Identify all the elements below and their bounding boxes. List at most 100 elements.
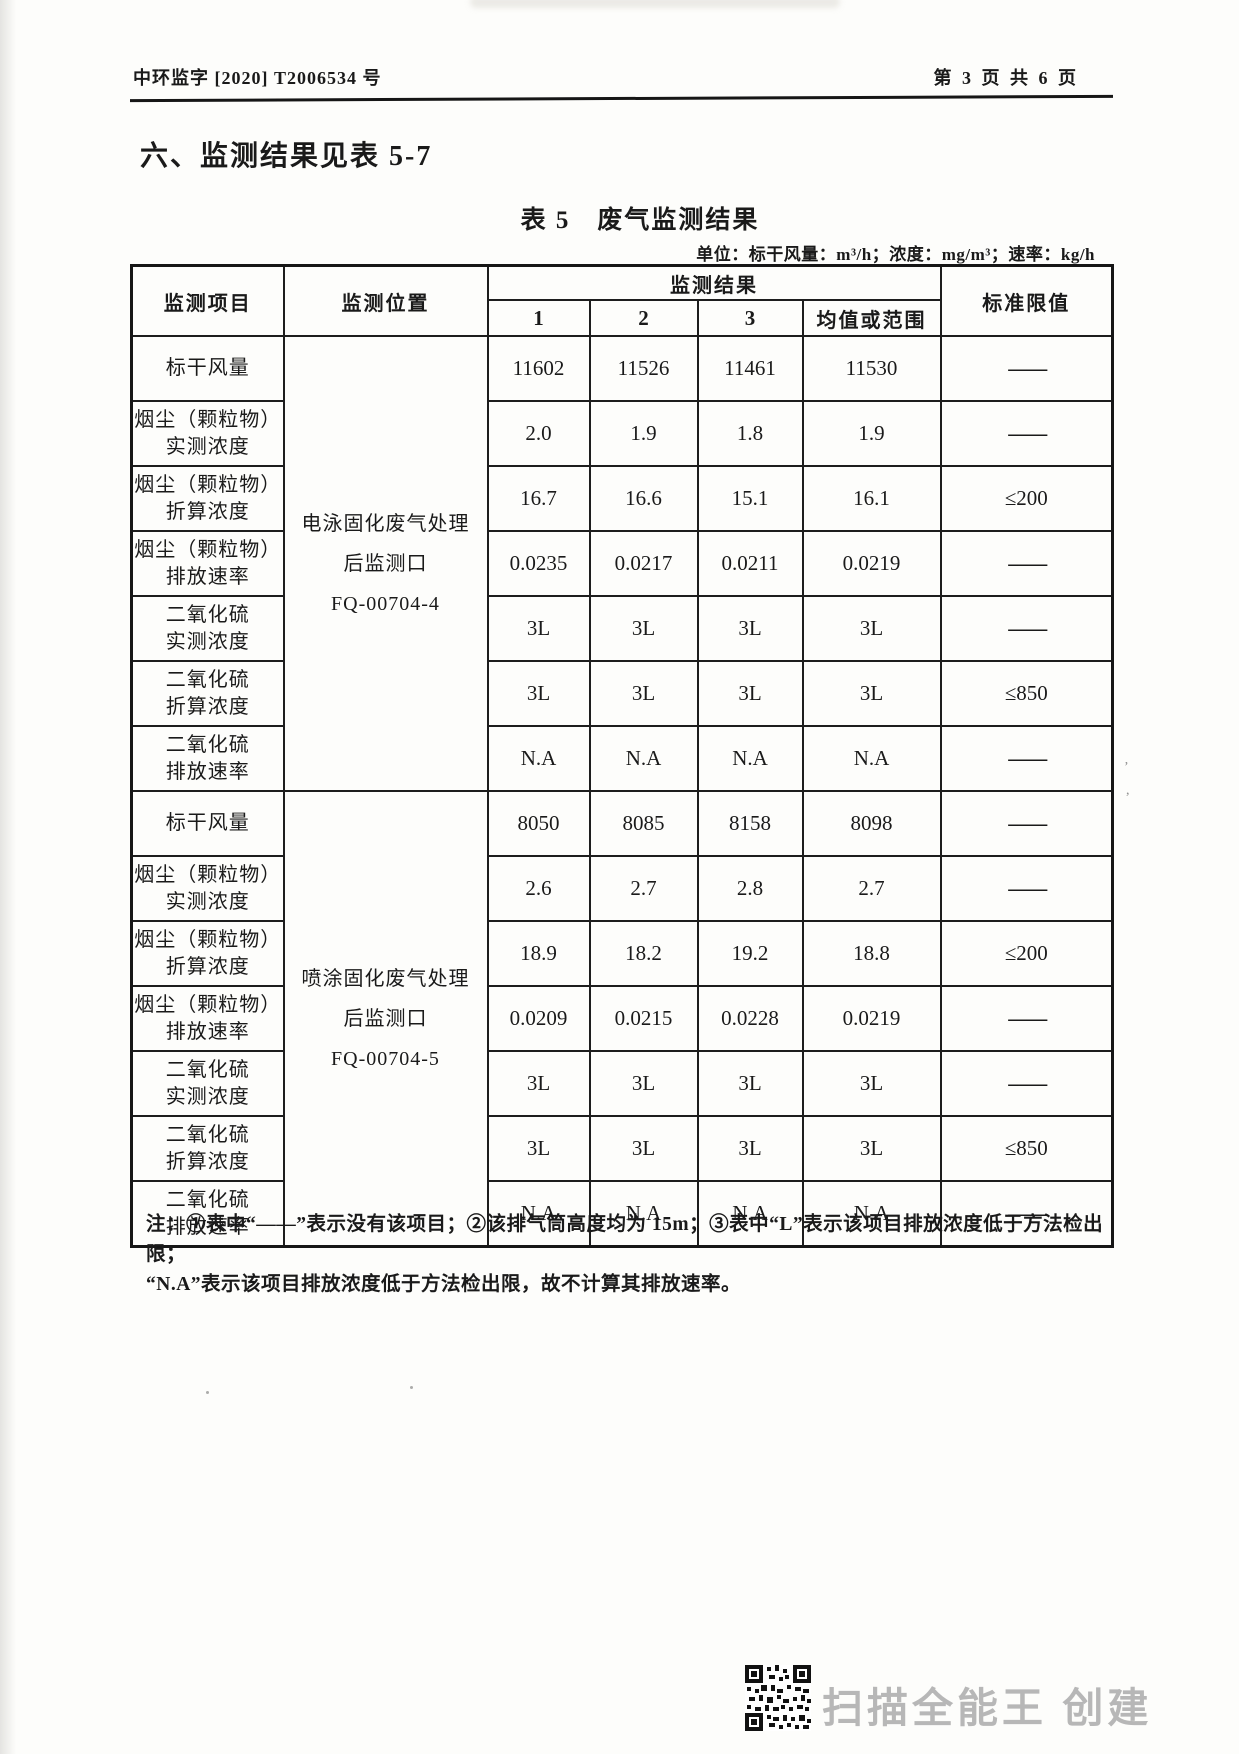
result-value-cell: 3L (696, 595, 804, 662)
note-line-1: 注：①表中“——”表示没有该项目；②该排气筒高度均为 15m；③表中“L”表示该… (146, 1214, 1104, 1265)
result-value-cell: 0.0219 (801, 530, 942, 597)
scan-speck: , (1126, 783, 1130, 798)
location-cell: 喷涂固化废气处理 后监测口 FQ-00704-5 (282, 790, 489, 1248)
table-row: 标干风量 喷涂固化废气处理 后监测口 FQ-00704-5 8050 8085 8158 80… (130, 790, 1114, 1248)
result-value-cell: 3L (696, 1115, 804, 1182)
result-value-cell: N.A (801, 725, 942, 792)
result-value-cell: 8085 (588, 790, 699, 857)
col-header-sample-1: 1 (486, 299, 591, 337)
result-value-cell: 0.0209 (486, 985, 591, 1052)
watermark-text: 扫描全能王 创建 (822, 1685, 1153, 1731)
result-value-cell: 3L (486, 595, 591, 662)
result-value-cell: 3L (696, 660, 804, 727)
result-value-cell: 3L (486, 660, 591, 727)
result-value-cell: 18.8 (801, 920, 942, 987)
result-value-cell: 16.6 (588, 465, 699, 532)
table-row: 二氧化硫 折算浓度 3L 3L 3L 3L ≤850 (130, 660, 1114, 727)
result-value-cell: 0.0235 (486, 530, 591, 597)
units-line: 单位：标干风量：m³/h；浓度：mg/m³；速率：kg/h (696, 245, 1095, 264)
table-row: 烟尘（颗粒物） 实测浓度 2.0 1.9 1.8 1.9 —— (130, 400, 1114, 467)
result-value-cell: 3L (486, 1115, 591, 1182)
scan-edge-shadow (0, 0, 16, 1754)
result-value-cell: 0.0228 (696, 985, 804, 1052)
limit-value-cell: ≤850 (939, 1115, 1114, 1182)
result-value-cell: 3L (486, 1050, 591, 1117)
result-value-cell: N.A (696, 1180, 804, 1248)
result-value-cell: 11461 (696, 335, 804, 402)
section-heading: 六、监测结果见表 5-7 (140, 141, 433, 172)
result-value-cell: 3L (801, 1050, 942, 1117)
result-value-cell: 11602 (486, 335, 591, 402)
table-title: 表 5 废气监测结果 (520, 207, 760, 234)
result-value-cell: 11530 (801, 335, 942, 402)
table-notes: 注：①表中“——”表示没有该项目；②该排气筒高度均为 15m；③表中“L”表示该… (146, 1210, 1136, 1300)
location-cell: 电泳固化废气处理 后监测口 FQ-00704-4 (282, 335, 489, 792)
col-header-results: 监测结果 (486, 264, 942, 301)
table-row: 烟尘（颗粒物） 实测浓度 2.6 2.7 2.8 2.7 —— (130, 855, 1114, 922)
scan-speck: ’ (1124, 760, 1129, 775)
item-label-cell: 烟尘（颗粒物） 排放速率 (130, 530, 285, 597)
result-value-cell: 2.0 (486, 400, 591, 467)
result-value-cell: N.A (588, 1180, 699, 1248)
limit-value-cell: —— (939, 1050, 1114, 1117)
item-label-cell: 二氧化硫 实测浓度 (130, 1050, 285, 1117)
result-value-cell: 2.7 (801, 855, 942, 922)
result-value-cell: 3L (801, 1115, 942, 1182)
result-value-cell: 1.9 (588, 400, 699, 467)
table-row: 二氧化硫 实测浓度 3L 3L 3L 3L —— (130, 595, 1114, 662)
result-value-cell: 0.0215 (588, 985, 699, 1052)
table-body: 标干风量 电泳固化废气处理 后监测口 FQ-00704-4 11602 11526 1146… (130, 335, 1114, 1248)
limit-value-cell: ≤200 (939, 465, 1114, 532)
result-value-cell: N.A (588, 725, 699, 792)
result-value-cell: 18.2 (588, 920, 699, 987)
table-header-row-1: 监测项目 监测位置 监测结果 标准限值 (130, 264, 1114, 337)
table-row: 二氧化硫 排放速率 N.A N.A N.A N.A —— (130, 725, 1114, 792)
result-value-cell: 3L (588, 1050, 699, 1117)
table-row: 二氧化硫 实测浓度 3L 3L 3L 3L —— (130, 1050, 1114, 1117)
item-label-cell: 二氧化硫 排放速率 (130, 1180, 285, 1248)
item-label-cell: 标干风量 (130, 335, 285, 402)
result-value-cell: N.A (486, 1180, 591, 1248)
scan-speck (410, 1386, 413, 1389)
result-value-cell: 15.1 (696, 465, 804, 532)
result-value-cell: 8158 (696, 790, 804, 857)
item-label-cell: 二氧化硫 实测浓度 (130, 595, 285, 662)
result-value-cell: 3L (588, 1115, 699, 1182)
item-label-cell: 烟尘（颗粒物） 实测浓度 (130, 400, 285, 467)
result-value-cell: 18.9 (486, 920, 591, 987)
col-header-mean: 均值或范围 (801, 299, 942, 337)
col-header-sample-2: 2 (588, 299, 699, 337)
header-rule (129, 94, 1114, 103)
table-row: 标干风量 电泳固化废气处理 后监测口 FQ-00704-4 11602 11526 1146… (130, 335, 1114, 792)
result-value-cell: 8098 (801, 790, 942, 857)
qr-code-icon (745, 1665, 811, 1731)
limit-value-cell: ≤850 (939, 660, 1114, 727)
limit-value-cell: —— (939, 1180, 1114, 1248)
page-indicator: 第 3 页 共 6 页 (933, 68, 1079, 88)
result-value-cell: 3L (801, 595, 942, 662)
table-row: 烟尘（颗粒物） 排放速率 0.0235 0.0217 0.0211 0.0219 —— (130, 530, 1114, 597)
col-header-sample-3: 3 (696, 299, 804, 337)
item-label-cell: 二氧化硫 折算浓度 (130, 1115, 285, 1182)
scan-speck (206, 1391, 209, 1394)
note-line-2: “N.A”表示该项目排放浓度低于方法检出限，故不计算其排放速率。 (146, 1274, 742, 1295)
table-header-row-2: 1 2 3 均值或范围 (132, 299, 1113, 337)
result-value-cell: 0.0211 (696, 530, 804, 597)
table-row: 烟尘（颗粒物） 排放速率 0.0209 0.0215 0.0228 0.0219 —— (130, 985, 1114, 1052)
limit-value-cell: —— (939, 530, 1114, 597)
result-value-cell: 3L (696, 1050, 804, 1117)
monitoring-results-table: 监测项目 监测位置 监测结果 标准限值 1 2 3 均值或范围 标干风量 电泳固化… (130, 264, 1114, 1248)
result-value-cell: 0.0219 (801, 985, 942, 1052)
limit-value-cell: —— (939, 985, 1114, 1052)
result-value-cell: 3L (588, 660, 699, 727)
result-value-cell: N.A (486, 725, 591, 792)
item-label-cell: 烟尘（颗粒物） 折算浓度 (130, 920, 285, 987)
result-value-cell: 0.0217 (588, 530, 699, 597)
doc-number: 中环监字 [2020] T2006534 号 (133, 68, 382, 88)
item-label-cell: 烟尘（颗粒物） 实测浓度 (130, 855, 285, 922)
col-header-item: 监测项目 (130, 264, 285, 337)
result-value-cell: 2.6 (486, 855, 591, 922)
limit-value-cell: —— (939, 725, 1114, 792)
item-label-cell: 烟尘（颗粒物） 折算浓度 (130, 465, 285, 532)
